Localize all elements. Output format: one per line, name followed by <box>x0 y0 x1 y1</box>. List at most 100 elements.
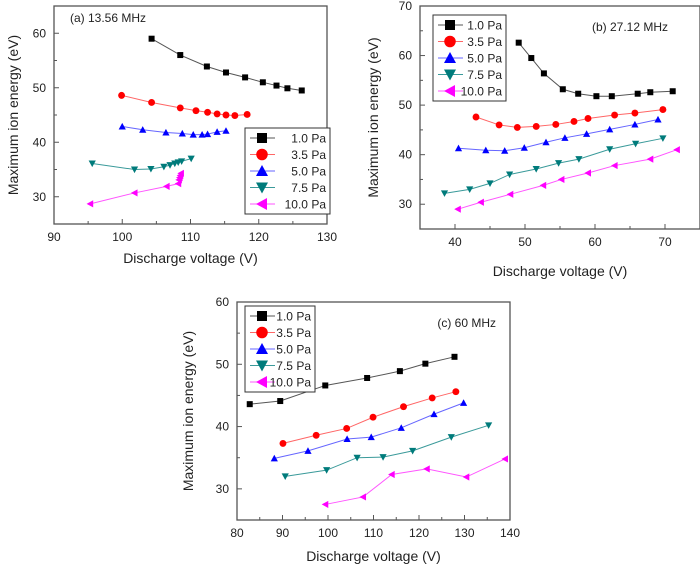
legend-label: 3.5 Pa <box>276 326 311 340</box>
y-tick-label: 60 <box>33 26 47 40</box>
data-point <box>139 126 147 133</box>
data-point <box>178 129 186 137</box>
data-point <box>611 111 619 119</box>
x-tick-label: 40 <box>448 235 462 249</box>
y-tick-label: 50 <box>216 357 230 371</box>
legend-label: 10.0 Pa <box>285 198 327 212</box>
data-point <box>277 398 284 405</box>
data-point <box>222 111 230 119</box>
data-point <box>222 127 230 134</box>
data-point <box>242 74 249 81</box>
data-point <box>495 121 503 129</box>
data-point <box>428 394 436 402</box>
data-point <box>118 91 126 99</box>
data-point <box>539 181 547 189</box>
legend-marker <box>445 20 455 30</box>
data-point <box>532 166 540 173</box>
x-tick-label: 120 <box>409 526 429 540</box>
data-point <box>583 130 591 137</box>
data-point <box>462 473 470 481</box>
legend-marker <box>256 376 267 388</box>
y-tick-label: 60 <box>216 295 230 309</box>
y-tick-label: 30 <box>216 482 230 496</box>
chart-panel-a: 90 100 110 120 130 30 40 50 60 Discharge voltage … <box>5 5 337 266</box>
y-tick-label: 60 <box>399 49 413 63</box>
data-point <box>177 52 184 59</box>
data-point <box>147 165 155 173</box>
data-point <box>400 403 407 411</box>
legend-label: 7.5 Pa <box>291 181 326 195</box>
data-point <box>364 374 371 381</box>
series-7-5-Pa <box>281 422 493 480</box>
series-line <box>325 458 506 505</box>
data-point <box>570 118 578 125</box>
data-point <box>198 131 206 138</box>
data-point <box>486 180 494 188</box>
data-point <box>396 368 403 375</box>
data-point <box>222 69 229 76</box>
data-point <box>501 147 509 154</box>
data-point <box>542 138 550 146</box>
data-point <box>485 422 493 429</box>
data-point <box>669 88 676 95</box>
series-3-5-Pa <box>472 106 667 131</box>
data-point <box>659 135 667 142</box>
data-point <box>322 382 329 389</box>
y-tick-label: 40 <box>216 420 230 434</box>
x-tick-label: 80 <box>230 526 244 540</box>
data-point <box>312 431 320 439</box>
data-point <box>575 156 583 163</box>
data-point <box>472 113 480 121</box>
data-point <box>506 190 514 198</box>
series-line <box>458 118 659 152</box>
data-point <box>187 155 195 163</box>
legend-label: 5.0 Pa <box>291 165 326 179</box>
legend-label: 10.0 Pa <box>461 85 503 99</box>
data-point <box>270 454 278 462</box>
data-point <box>459 399 468 406</box>
data-point <box>608 93 615 100</box>
data-point <box>552 120 560 128</box>
data-point <box>631 120 639 128</box>
data-point <box>482 146 490 154</box>
data-point <box>359 493 367 501</box>
series-10-0-Pa <box>321 455 508 509</box>
data-point <box>659 106 667 114</box>
data-point <box>246 401 253 408</box>
x-tick-label: 90 <box>276 526 290 540</box>
series-7-5-Pa <box>88 155 195 174</box>
data-point <box>506 171 514 179</box>
data-point <box>273 82 280 89</box>
y-axis-title: Maximum ion energy (eV) <box>180 331 196 491</box>
series-7-5-Pa <box>440 135 667 197</box>
legend-marker <box>256 360 268 372</box>
x-tick-label: 50 <box>518 235 532 249</box>
legend-marker <box>257 311 267 321</box>
x-tick-label: 70 <box>658 235 672 249</box>
data-point <box>454 144 463 152</box>
chart-panel-c: 80 90 100 110 120 130 140 30 40 50 60 Discharge vol… <box>180 295 520 564</box>
series-1-0-Pa <box>515 39 676 100</box>
data-point <box>178 158 186 165</box>
data-point <box>466 186 474 193</box>
y-tick-label: 30 <box>399 197 413 211</box>
x-tick-label: 130 <box>317 230 337 244</box>
data-point <box>477 198 484 206</box>
series-5-0-Pa <box>270 399 468 462</box>
series-10-0-Pa <box>86 169 184 208</box>
x-tick-label: 120 <box>249 230 269 244</box>
x-axis-title: Discharge voltage (V) <box>123 250 258 266</box>
data-point <box>397 424 405 431</box>
data-point <box>304 447 312 454</box>
x-tick-label: 140 <box>500 526 520 540</box>
data-point <box>213 110 221 118</box>
data-point <box>561 134 569 141</box>
data-point <box>452 388 460 396</box>
data-point <box>298 87 305 94</box>
data-point <box>575 90 582 97</box>
x-axis-title: Discharge voltage (V) <box>306 548 441 564</box>
data-point <box>654 115 662 123</box>
legend-label: 3.5 Pa <box>291 148 326 162</box>
data-point <box>259 79 266 86</box>
